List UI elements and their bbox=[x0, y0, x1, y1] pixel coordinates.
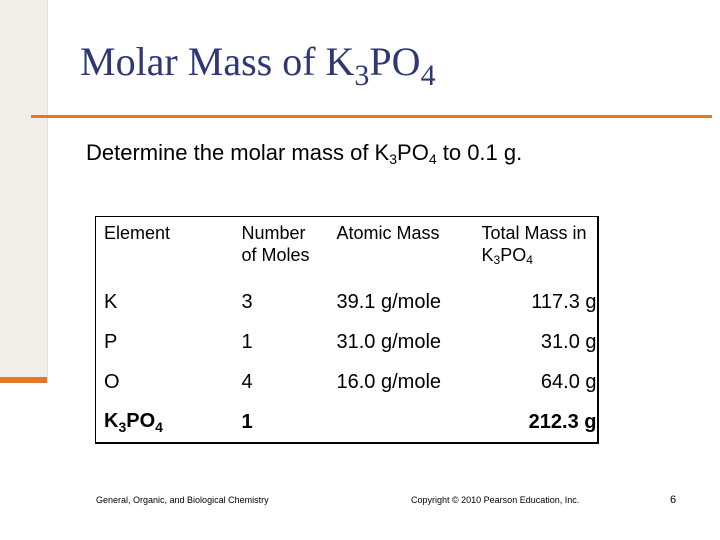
formula-po: PO bbox=[126, 409, 156, 432]
cell-formula: K3PO4 bbox=[96, 403, 234, 443]
header-atomic-mass: Atomic Mass bbox=[336, 223, 440, 243]
slide-title: Molar Mass of K3PO4 bbox=[80, 42, 436, 91]
question-text: Determine the molar mass of K3PO4 to 0.1… bbox=[86, 140, 522, 167]
cell-element: O bbox=[104, 371, 120, 393]
cell-total-mass: 117.3 g bbox=[531, 291, 597, 313]
question-pre: Determine the molar mass of K bbox=[86, 140, 390, 165]
cell-moles: 1 bbox=[241, 410, 253, 433]
header-total-k: K bbox=[481, 244, 494, 265]
cell-moles: 1 bbox=[241, 331, 253, 353]
cell-total-molar-mass: 212.3 g bbox=[528, 410, 597, 433]
header-total-line1: Total Mass in bbox=[481, 223, 587, 243]
table-row-formula-total: K3PO4 1 212.3 g bbox=[96, 403, 598, 443]
cell-element: P bbox=[104, 331, 118, 353]
title-subscript-3: 3 bbox=[354, 59, 370, 92]
title-subscript-4: 4 bbox=[420, 59, 436, 92]
table-header-row: Element Number of Moles Atomic Mass Total… bbox=[96, 217, 598, 283]
question-sub-3: 3 bbox=[389, 151, 398, 167]
header-total-po: PO bbox=[500, 244, 527, 265]
left-bar-accent-line bbox=[0, 377, 47, 383]
header-total-mass: Total Mass in K3PO4 bbox=[474, 217, 598, 283]
molar-mass-table: Element Number of Moles Atomic Mass Total… bbox=[95, 216, 599, 444]
formula-sub-3: 3 bbox=[118, 418, 127, 435]
title-divider bbox=[31, 115, 712, 118]
question-post: to 0.1 g. bbox=[436, 140, 523, 165]
cell-moles: 3 bbox=[241, 291, 253, 313]
cell-moles: 4 bbox=[241, 371, 253, 393]
header-moles-line2: of Moles bbox=[241, 244, 310, 265]
cell-atomic-mass: 16.0 g/mole bbox=[336, 371, 442, 393]
cell-atomic-mass-empty bbox=[329, 403, 474, 443]
question-sub-4: 4 bbox=[428, 151, 437, 167]
formula-sub-4: 4 bbox=[155, 418, 163, 435]
cell-atomic-mass: 31.0 g/mole bbox=[336, 331, 442, 353]
cell-total-mass: 64.0 g bbox=[540, 371, 597, 393]
table-row: K 3 39.1 g/mole 117.3 g bbox=[96, 283, 598, 323]
footer-copyright: Copyright © 2010 Pearson Education, Inc. bbox=[411, 495, 580, 505]
header-moles: Number of Moles bbox=[234, 217, 329, 283]
table-row: O 4 16.0 g/mole 64.0 g bbox=[96, 363, 598, 403]
title-text-po: PO bbox=[369, 39, 421, 84]
page-number: 6 bbox=[670, 494, 677, 506]
question-po: PO bbox=[397, 140, 429, 165]
cell-element: K bbox=[104, 291, 118, 313]
title-text: Molar Mass of K bbox=[80, 39, 355, 84]
cell-total-mass: 31.0 g bbox=[540, 331, 597, 353]
header-total-sub-4: 4 bbox=[526, 252, 533, 267]
formula-k: K bbox=[104, 409, 119, 432]
left-decorative-bar bbox=[0, 0, 48, 383]
cell-atomic-mass: 39.1 g/mole bbox=[336, 291, 442, 313]
header-element: Element bbox=[104, 223, 171, 243]
header-moles-line1: Number bbox=[241, 223, 306, 243]
footer-course-title: General, Organic, and Biological Chemist… bbox=[96, 495, 269, 505]
header-total-sub-3: 3 bbox=[493, 252, 501, 267]
table-row: P 1 31.0 g/mole 31.0 g bbox=[96, 323, 598, 363]
